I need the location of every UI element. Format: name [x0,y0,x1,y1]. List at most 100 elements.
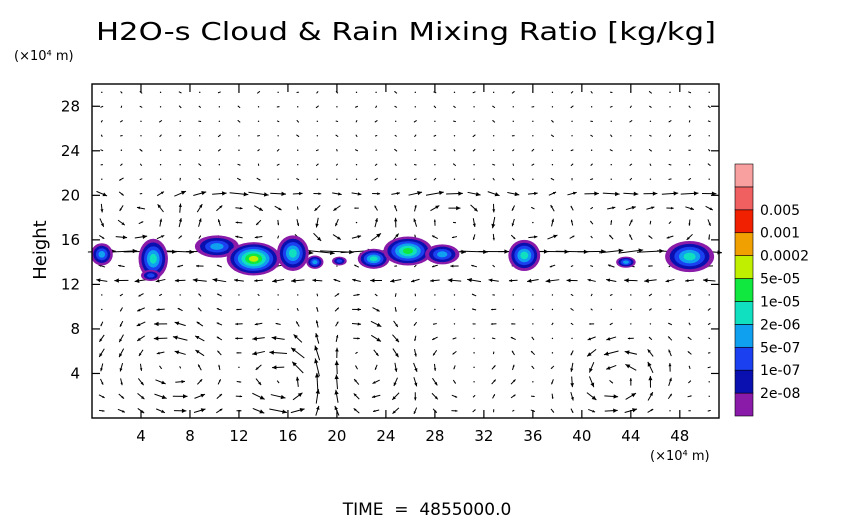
wind-arrow [687,395,692,398]
wind-arrow [587,278,596,282]
wind-arrow [487,191,500,197]
wind-arrow [370,334,382,342]
wind-arrow [252,407,265,414]
wind-dot [708,395,710,397]
wind-arrow [370,232,382,242]
wind-arrow [491,216,496,229]
x-tick-label: 40 [572,427,591,445]
wind-arrow [394,148,398,152]
wind-arrow [570,219,574,226]
wind-arrow [604,408,618,413]
wind-dot [669,106,671,108]
wind-arrow [551,379,554,385]
wind-arrow [467,191,481,197]
wind-arrow [668,163,672,166]
wind-dot [688,164,691,166]
wind-arrow [432,377,438,386]
wind-arrow [257,308,260,311]
x-tick-label: 48 [670,427,689,445]
wind-dot [551,106,554,108]
wind-arrow [590,134,594,137]
colorbar-label: 0.005 [760,203,800,219]
wind-arrow [467,277,482,283]
cloud-blob [616,256,636,268]
y-axis-label: Height [30,220,51,280]
wind-dot [708,91,710,94]
wind-arrow [688,380,692,384]
wind-arrow [430,278,440,283]
colorbar-label: 2e-08 [760,386,800,402]
wind-arrow [606,278,617,282]
wind-arrow [511,218,515,227]
wind-arrow [333,205,341,212]
wind-arrow [353,293,360,296]
wind-arrow [610,134,613,138]
wind-arrow [408,191,423,196]
wind-arrow [315,388,320,404]
wind-dot [630,149,632,151]
wind-arrow [472,91,476,94]
x-tick-label: 24 [376,427,395,445]
wind-dot [532,221,534,224]
wind-dot [395,120,397,122]
wind-arrow [590,91,593,94]
wind-arrow [120,378,123,386]
wind-arrow [334,307,340,312]
wind-arrow [566,278,578,283]
wind-arrow [668,178,672,180]
wind-arrow [606,336,617,341]
wind-arrow [100,203,104,213]
wind-arrow [410,278,420,283]
wind-dot [316,120,319,122]
wind-arrow [644,278,657,283]
wind-arrow [352,307,361,312]
wind-arrow [550,365,555,370]
wind-arrow [531,163,535,166]
wind-arrow [512,149,515,152]
wind-dot [199,149,201,151]
wind-arrow [550,204,555,212]
wind-arrow [254,322,263,326]
wind-arrow [175,380,186,384]
cloud-blob [332,256,347,266]
wind-arrow [707,120,711,123]
wind-arrow [198,235,202,239]
wind-dot [492,135,495,137]
wind-arrow [531,206,535,210]
wind-vectors [87,90,723,416]
wind-arrow [274,205,282,211]
wind-arrow [647,349,654,357]
wind-dot [551,308,554,311]
colorbar-swatch [734,369,754,394]
wind-arrow [609,380,614,384]
wind-arrow [531,106,535,108]
wind-arrow [270,394,286,400]
wind-dot [473,337,475,340]
wind-arrow [154,393,167,399]
wind-arrow [296,178,300,181]
wind-arrow [590,293,593,297]
wind-arrow [370,320,382,328]
wind-arrow [452,379,457,384]
wind-arrow [570,91,574,94]
wind-dot [238,149,240,151]
wind-arrow [98,409,105,412]
wind-arrow [235,207,243,210]
wind-arrow [315,105,319,109]
wind-arrow [195,349,205,357]
wind-arrow [374,163,378,166]
wind-arrow [569,235,575,239]
wind-arrow [432,349,438,356]
wind-dot [708,178,710,180]
wind-arrow [100,119,103,123]
y-tick-label: 8 [70,320,80,338]
wind-arrow [217,350,222,356]
wind-dot [512,294,514,296]
wind-arrow [451,409,458,412]
wind-arrow [118,264,125,268]
wind-arrow [433,149,437,151]
wind-arrow [570,149,574,152]
wind-arrow [472,323,476,325]
wind-arrow [119,120,123,123]
wind-arrow [471,308,477,311]
